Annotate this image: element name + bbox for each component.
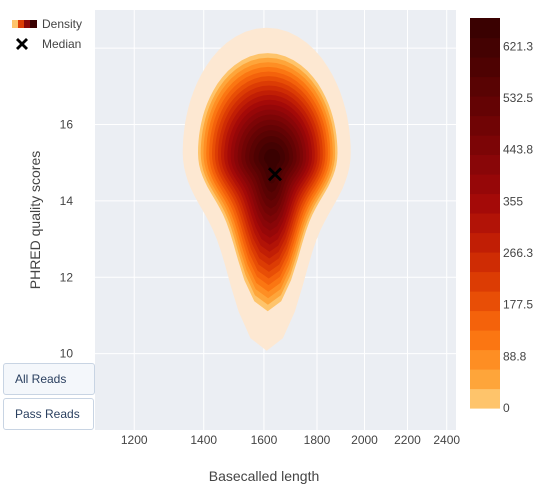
- x-tick-label: 2400: [433, 433, 460, 447]
- colorbar-segment: [470, 154, 500, 175]
- colorbar-segment: [470, 291, 500, 312]
- colorbar-segment: [470, 193, 500, 214]
- median-layer: [268, 167, 282, 182]
- density-contour-band: [264, 148, 281, 174]
- colorbar-segment: [470, 76, 500, 97]
- legend-density-label[interactable]: Density: [42, 17, 82, 31]
- colorbar-segment: [470, 37, 500, 58]
- colorbar-segment: [470, 369, 500, 390]
- legend-swatch-segment: [18, 20, 25, 28]
- colorbar-segment: [470, 174, 500, 195]
- legend-density-swatch: [12, 20, 37, 28]
- colorbar-tick-label: 88.8: [503, 349, 527, 363]
- x-tick-label: 2000: [351, 433, 378, 447]
- colorbar-segment: [470, 57, 500, 78]
- colorbar: 0 88.8 177.5 266.3 355 443.8 532.5 621.3: [470, 18, 533, 415]
- legend[interactable]: Density Median: [2, 11, 94, 57]
- colorbar-segment: [470, 252, 500, 273]
- x-tick-label: 2200: [394, 433, 421, 447]
- colorbar-tick-label: 621.3: [503, 39, 533, 53]
- x-tick-label: 1400: [190, 433, 217, 447]
- colorbar-tick-label: 0: [503, 401, 510, 415]
- all-reads-button[interactable]: All Reads: [3, 363, 95, 395]
- y-axis-ticks: 1012141618: [60, 41, 74, 360]
- colorbar-segment: [470, 349, 500, 370]
- colorbar-segment: [470, 271, 500, 292]
- colorbar-tick-label: 355: [503, 194, 523, 208]
- colorbar-segment: [470, 232, 500, 253]
- legend-swatch-segment: [12, 20, 19, 28]
- legend-median-marker: [16, 38, 28, 50]
- colorbar-tick-label: 177.5: [503, 298, 533, 312]
- colorbar-segment: [470, 115, 500, 136]
- y-tick-label: 16: [60, 118, 74, 132]
- colorbar-segment: [470, 18, 500, 39]
- pass-reads-button[interactable]: Pass Reads: [3, 398, 94, 430]
- x-tick-label: 1200: [121, 433, 148, 447]
- x-tick-label: 1800: [304, 433, 331, 447]
- colorbar-tick-label: 532.5: [503, 91, 533, 105]
- legend-swatch-segment: [24, 20, 31, 28]
- y-tick-label: 10: [60, 347, 74, 361]
- colorbar-segment: [470, 388, 500, 409]
- colorbar-tick-label: 443.8: [503, 143, 533, 157]
- median-marker[interactable]: [268, 167, 282, 182]
- x-axis-title: Basecalled length: [209, 468, 320, 484]
- y-axis-title: PHRED quality scores: [27, 151, 43, 290]
- x-axis-ticks: 1200 1400 1600 1800 2000 2200 2400: [121, 433, 461, 447]
- colorbar-segment: [470, 310, 500, 331]
- y-tick-label: 14: [60, 194, 74, 208]
- legend-median-label[interactable]: Median: [42, 37, 81, 51]
- colorbar-segment: [470, 135, 500, 156]
- x-tick-label: 1600: [251, 433, 278, 447]
- density-contours[interactable]: [182, 27, 351, 351]
- colorbar-tick-label: 266.3: [503, 246, 533, 260]
- colorbar-segment: [470, 213, 500, 234]
- colorbar-segment: [470, 330, 500, 351]
- legend-swatch-segment: [30, 20, 37, 28]
- colorbar-segment: [470, 96, 500, 117]
- y-tick-label: 12: [60, 270, 74, 284]
